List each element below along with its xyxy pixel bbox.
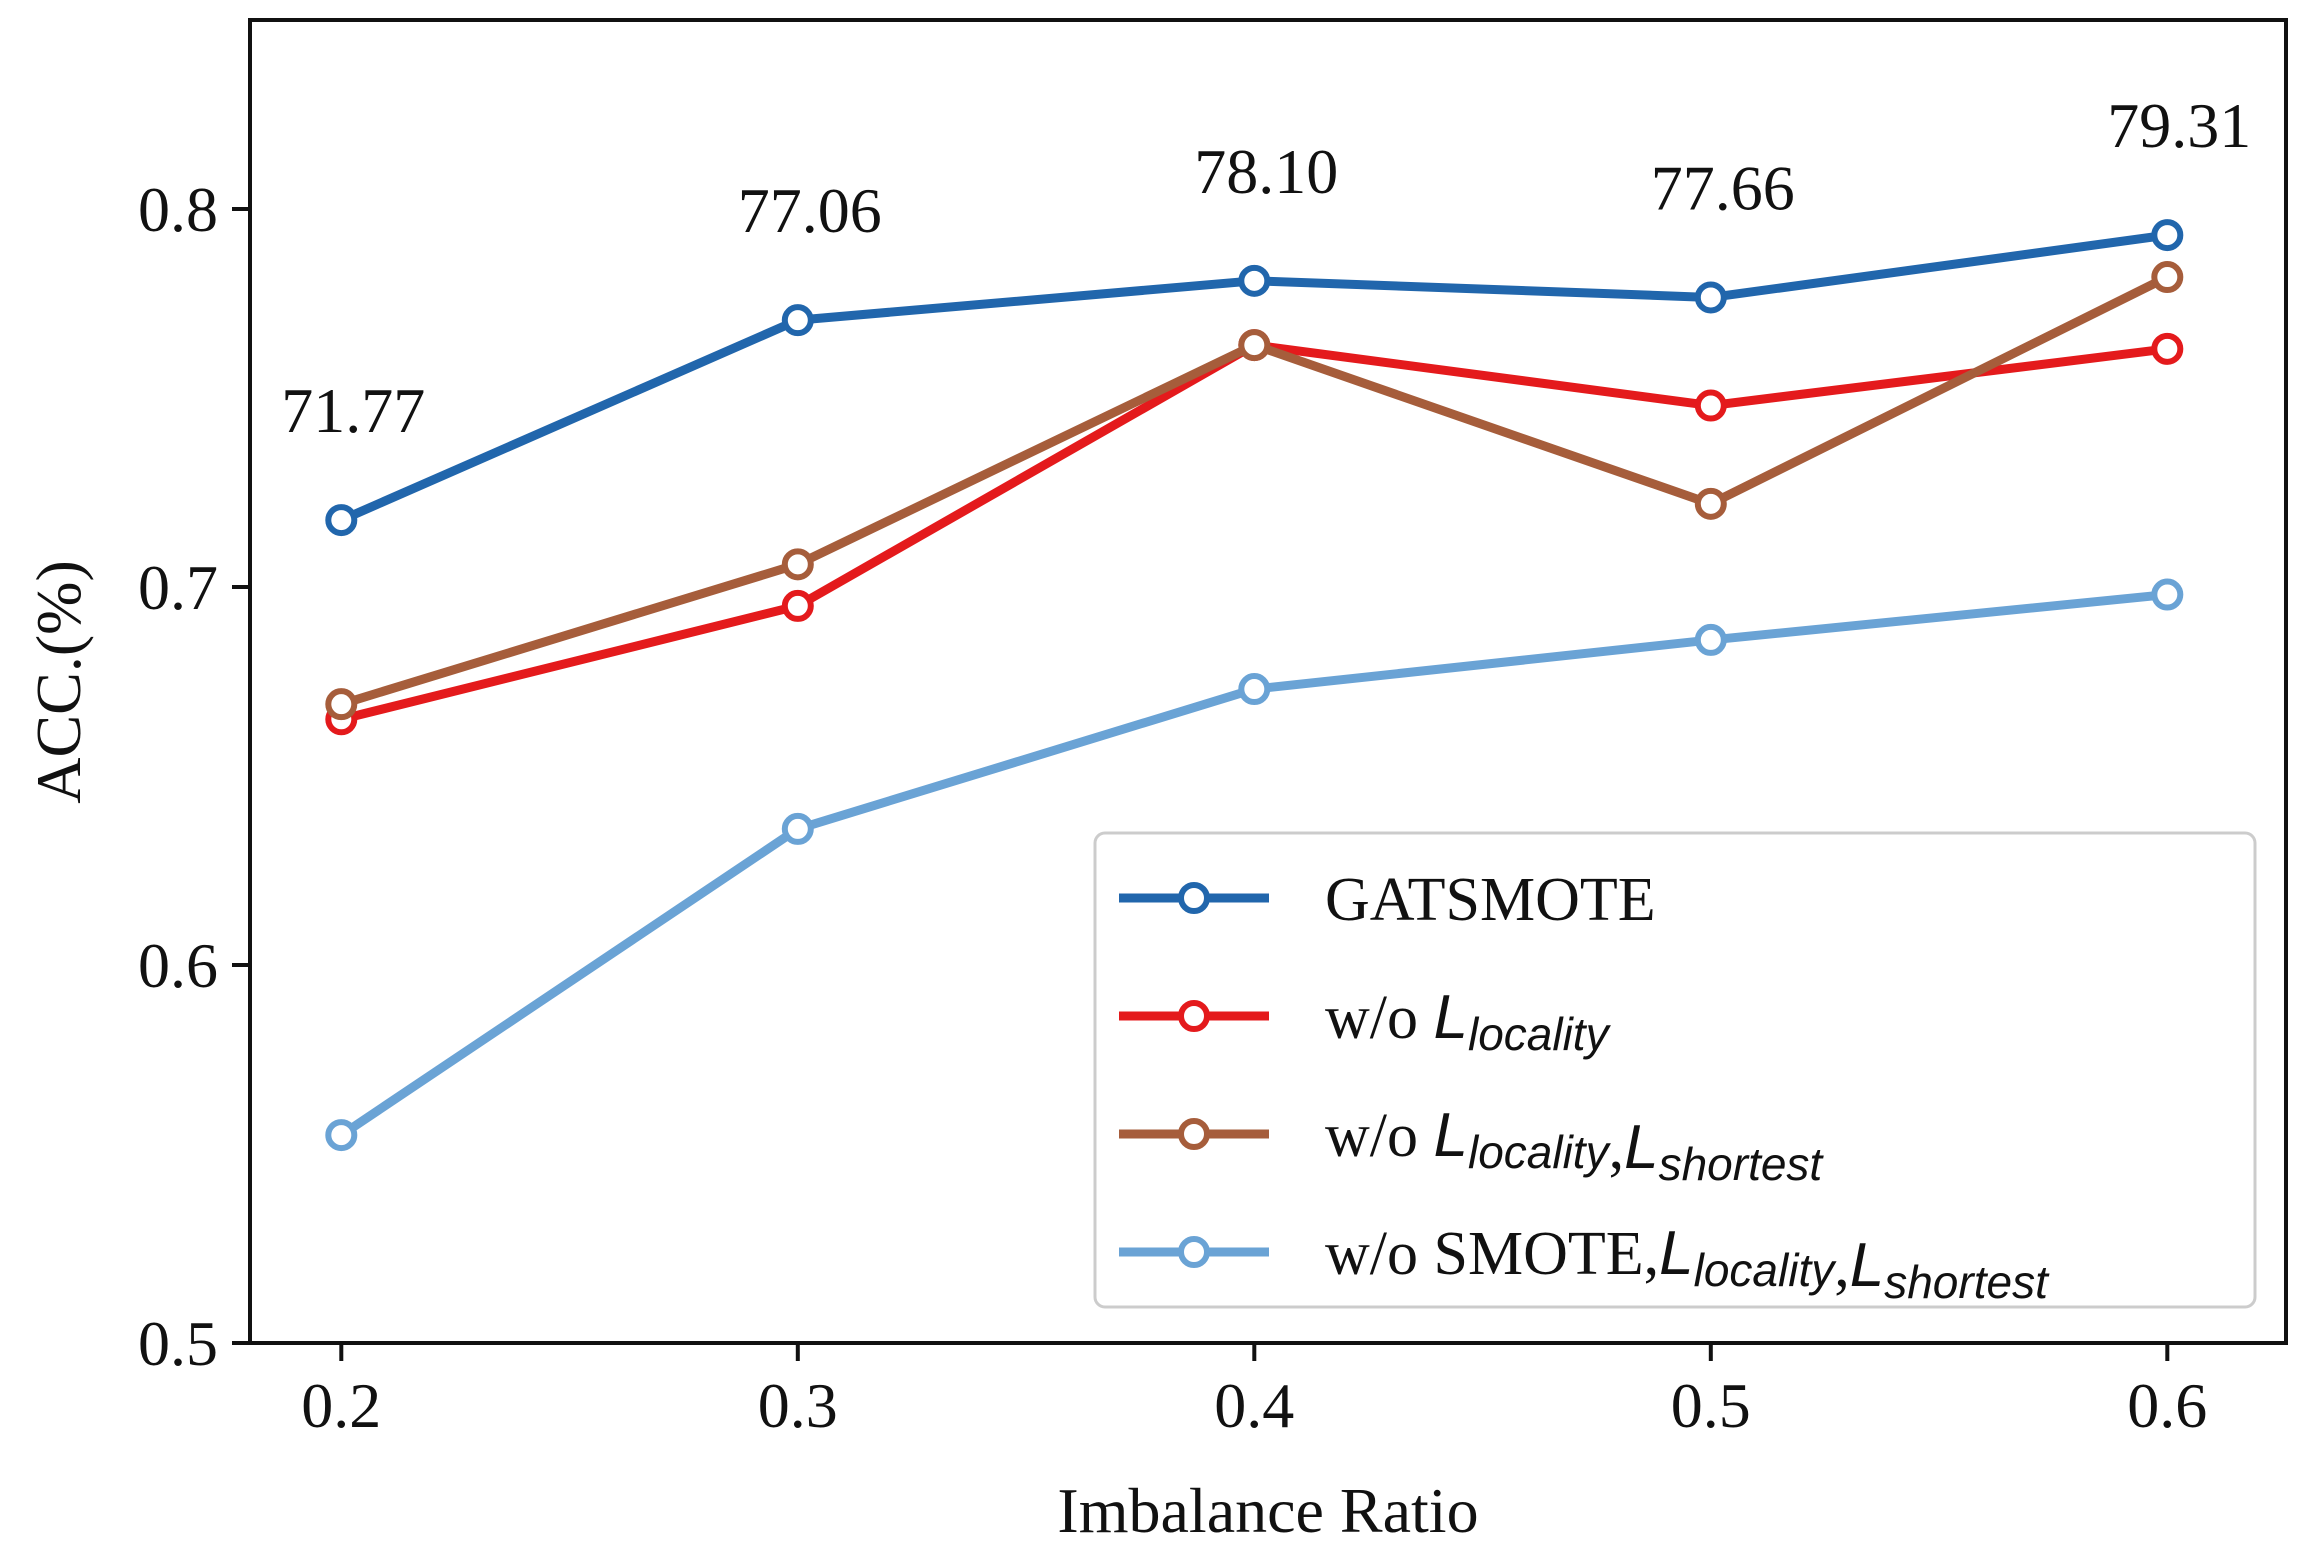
x-tick-label: 0.2	[301, 1370, 381, 1441]
legend-marker	[1178, 882, 1210, 914]
series-3	[325, 261, 2184, 721]
x-tick-label: 0.3	[758, 1370, 838, 1441]
data-point	[325, 688, 358, 721]
legend-label: GATSMOTE	[1325, 866, 1656, 934]
y-axis-title: ACC.(%)	[23, 560, 94, 804]
legend-marker	[1178, 1236, 1210, 1268]
legend-marker	[1178, 1118, 1210, 1150]
data-label: 71.77	[281, 375, 425, 446]
legend-item: w/o SMOTE,Llocality,Lshortest	[1119, 1219, 2050, 1308]
legend-box	[1093, 831, 2257, 1309]
data-point	[1694, 623, 1727, 656]
data-point	[781, 548, 814, 581]
data-point	[325, 1119, 358, 1152]
data-label: 77.06	[738, 175, 882, 246]
series-1	[325, 219, 2184, 537]
data-point	[781, 589, 814, 622]
x-tick-label: 0.5	[1671, 1370, 1751, 1441]
data-point	[325, 504, 358, 537]
data-point	[2151, 261, 2184, 294]
plot-frame	[248, 18, 2288, 1345]
legend-item: w/o Llocality,Lshortest	[1119, 1101, 1824, 1190]
x-tick-label: 0.6	[2127, 1370, 2207, 1441]
series-2	[325, 329, 2184, 736]
data-label: 78.10	[1194, 136, 1338, 207]
legend-marker	[1178, 1000, 1210, 1032]
data-label: 79.31	[2107, 90, 2251, 161]
y-tick-label: 0.7	[138, 552, 218, 623]
data-point	[1694, 389, 1727, 422]
data-point	[781, 812, 814, 845]
y-axis: 0.5 0.6 0.7 0.8	[138, 174, 250, 1379]
x-tick-label: 0.4	[1214, 1370, 1294, 1441]
data-point	[2151, 219, 2184, 252]
data-point	[1238, 673, 1271, 706]
data-point	[781, 304, 814, 337]
x-axis-title: Imbalance Ratio	[1057, 1475, 1478, 1545]
legend-item: w/o Llocality	[1119, 983, 1612, 1060]
data-point	[1694, 487, 1727, 520]
y-tick-label: 0.5	[138, 1308, 218, 1379]
legend-label: w/o Llocality,Lshortest	[1325, 1101, 1824, 1190]
data-point	[1238, 329, 1271, 362]
legend-label: w/o Llocality	[1325, 983, 1612, 1060]
legend-label: w/o SMOTE,Llocality,Lshortest	[1325, 1219, 2050, 1308]
data-label: 77.66	[1651, 152, 1795, 223]
legend-item: GATSMOTE	[1119, 866, 1656, 934]
series-layer	[325, 219, 2184, 1152]
y-tick-label: 0.8	[138, 174, 218, 245]
y-tick-label: 0.6	[138, 930, 218, 1001]
data-point	[1238, 264, 1271, 297]
x-axis: 0.2 0.3 0.4 0.5 0.6	[301, 1343, 2207, 1441]
series-4	[325, 578, 2184, 1152]
data-point	[2151, 332, 2184, 365]
data-point	[1694, 281, 1727, 314]
data-point	[2151, 578, 2184, 611]
legend: GATSMOTE w/o Llocality w/o Llocality,Lshor…	[1093, 831, 2257, 1309]
data-labels: 71.77 77.06 78.10 77.66 79.31	[281, 90, 2251, 446]
